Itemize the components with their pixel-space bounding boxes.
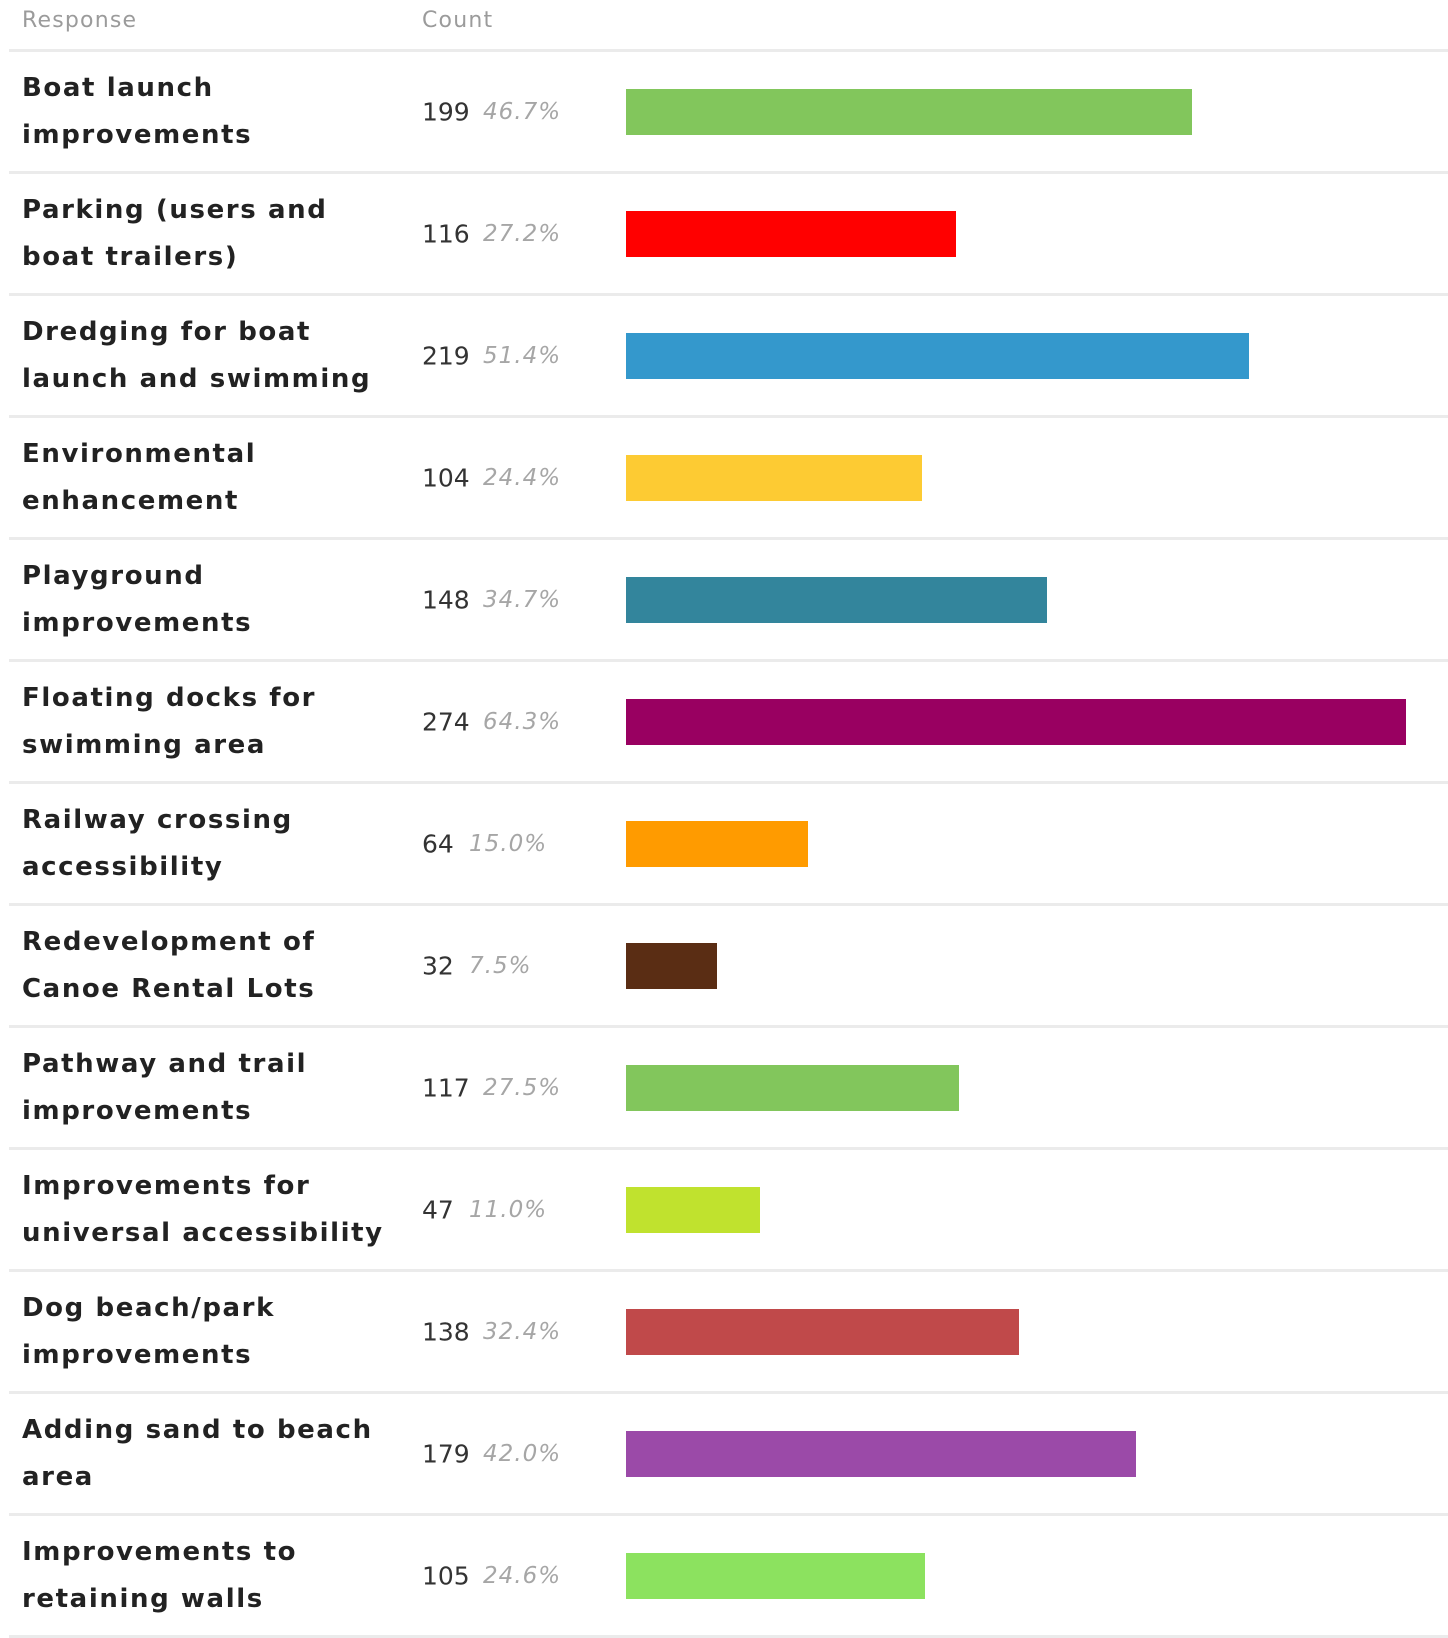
bar [626, 332, 1249, 379]
table-row: Boat launch improvements 199 46.7% [9, 52, 1448, 174]
response-label: Environmental enhancement [22, 438, 257, 516]
table-row: Pathway and trail improvements 117 27.5% [9, 1028, 1448, 1150]
percent-value: 15.0% [469, 830, 548, 857]
table-row: Redevelopment of Canoe Rental Lots 32 7.5% [9, 906, 1448, 1028]
response-label: Boat launch improvements [22, 72, 253, 150]
count-value: 47 [422, 1195, 454, 1224]
percent-value: 27.2% [483, 220, 562, 247]
percent-value: 7.5% [469, 952, 532, 979]
percent-value: 46.7% [483, 98, 562, 125]
response-label: Parking (users and boat trailers) [22, 194, 328, 272]
chart-rows: Boat launch improvements 199 46.7% Parking … [9, 52, 1448, 1638]
bar [626, 210, 956, 257]
count-value: 274 [422, 707, 470, 736]
count-value: 179 [422, 1439, 470, 1468]
table-row: Playground improvements 148 34.7% [9, 540, 1448, 662]
bar [626, 1064, 959, 1111]
percent-value: 64.3% [483, 708, 562, 735]
percent-value: 27.5% [483, 1074, 562, 1101]
table-row: Dog beach/park improvements 138 32.4% [9, 1272, 1448, 1394]
table-header: Response Count [9, 0, 1448, 52]
count-value: 148 [422, 585, 470, 614]
count-value: 104 [422, 463, 470, 492]
bar [626, 1186, 760, 1233]
percent-value: 42.0% [483, 1440, 562, 1467]
response-label: Pathway and trail improvements [22, 1048, 308, 1126]
response-label: Adding sand to beach area [22, 1414, 373, 1492]
bar [626, 454, 922, 501]
response-label: Improvements to retaining walls [22, 1536, 298, 1614]
response-label: Dredging for boat launch and swimming [22, 316, 372, 394]
percent-value: 34.7% [483, 586, 562, 613]
response-label: Redevelopment of Canoe Rental Lots [22, 926, 316, 1004]
table-row: Improvements for universal accessibility… [9, 1150, 1448, 1272]
table-row: Parking (users and boat trailers) 116 27.2… [9, 174, 1448, 296]
count-value: 117 [422, 1073, 470, 1102]
table-row: Adding sand to beach area 179 42.0% [9, 1394, 1448, 1516]
response-label: Dog beach/park improvements [22, 1292, 275, 1370]
bar [626, 698, 1406, 745]
bar [626, 1430, 1136, 1477]
table-row: Environmental enhancement 104 24.4% [9, 418, 1448, 540]
count-column-header: Count [422, 8, 494, 33]
response-label: Improvements for universal accessibility [22, 1170, 384, 1248]
percent-value: 24.4% [483, 464, 562, 491]
response-label: Railway crossing accessibility [22, 804, 293, 882]
percent-value: 24.6% [483, 1562, 562, 1589]
percent-value: 11.0% [469, 1196, 548, 1223]
bar [626, 1308, 1019, 1355]
count-value: 64 [422, 829, 454, 858]
table-row: Dredging for boat launch and swimming 219… [9, 296, 1448, 418]
count-value: 199 [422, 97, 470, 126]
table-row: Floating docks for swimming area 274 64.3% [9, 662, 1448, 784]
count-value: 219 [422, 341, 470, 370]
bar [626, 820, 808, 867]
percent-value: 51.4% [483, 342, 562, 369]
bar [626, 1552, 925, 1599]
count-value: 105 [422, 1561, 470, 1590]
percent-value: 32.4% [483, 1318, 562, 1345]
count-value: 32 [422, 951, 454, 980]
bar [626, 942, 717, 989]
response-column-header: Response [22, 8, 138, 33]
bar [626, 576, 1047, 623]
bar [626, 88, 1192, 135]
count-value: 116 [422, 219, 470, 248]
table-row: Improvements to retaining walls 105 24.6% [9, 1516, 1448, 1638]
response-label: Playground improvements [22, 560, 253, 638]
response-label: Floating docks for swimming area [22, 682, 317, 760]
response-table: Response Count Boat launch improvements 1… [9, 0, 1448, 1638]
table-row: Railway crossing accessibility 64 15.0% [9, 784, 1448, 906]
count-value: 138 [422, 1317, 470, 1346]
